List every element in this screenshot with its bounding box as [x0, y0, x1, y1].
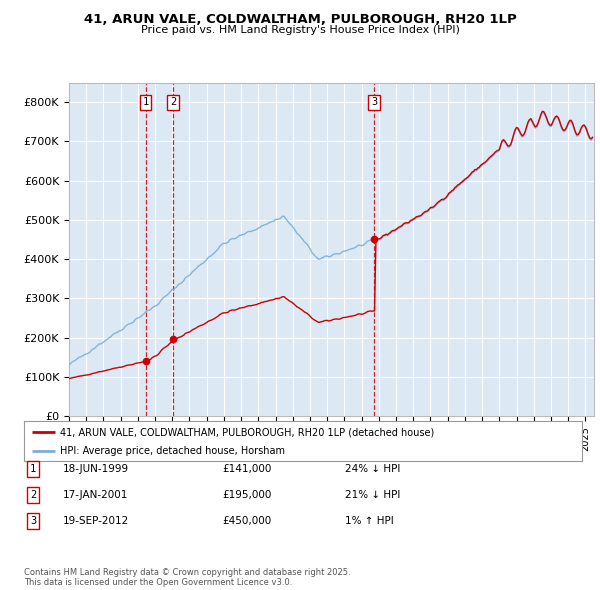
Text: 41, ARUN VALE, COLDWALTHAM, PULBOROUGH, RH20 1LP (detached house): 41, ARUN VALE, COLDWALTHAM, PULBOROUGH, …	[60, 427, 434, 437]
Text: 2: 2	[30, 490, 36, 500]
Text: 2: 2	[170, 97, 176, 107]
Text: HPI: Average price, detached house, Horsham: HPI: Average price, detached house, Hors…	[60, 445, 285, 455]
Text: 41, ARUN VALE, COLDWALTHAM, PULBOROUGH, RH20 1LP: 41, ARUN VALE, COLDWALTHAM, PULBOROUGH, …	[83, 13, 517, 26]
Text: 3: 3	[30, 516, 36, 526]
Text: 1% ↑ HPI: 1% ↑ HPI	[345, 516, 394, 526]
Text: £195,000: £195,000	[222, 490, 271, 500]
Text: 18-JUN-1999: 18-JUN-1999	[63, 464, 129, 474]
Text: 17-JAN-2001: 17-JAN-2001	[63, 490, 128, 500]
Text: £450,000: £450,000	[222, 516, 271, 526]
Text: 24% ↓ HPI: 24% ↓ HPI	[345, 464, 400, 474]
Text: 19-SEP-2012: 19-SEP-2012	[63, 516, 129, 526]
Text: 1: 1	[143, 97, 149, 107]
Text: £141,000: £141,000	[222, 464, 271, 474]
Text: Price paid vs. HM Land Registry's House Price Index (HPI): Price paid vs. HM Land Registry's House …	[140, 25, 460, 35]
Text: Contains HM Land Registry data © Crown copyright and database right 2025.
This d: Contains HM Land Registry data © Crown c…	[24, 568, 350, 587]
Text: 21% ↓ HPI: 21% ↓ HPI	[345, 490, 400, 500]
Text: 3: 3	[371, 97, 377, 107]
Text: 1: 1	[30, 464, 36, 474]
